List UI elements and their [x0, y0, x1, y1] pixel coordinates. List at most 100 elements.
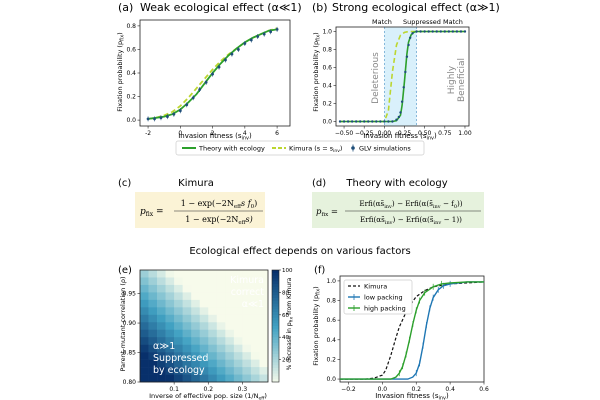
chart-e-cell: [157, 314, 166, 323]
chart-e-cell: [250, 322, 260, 331]
chart-b-suppressed: Suppressed: [403, 18, 441, 26]
legend-ab: Theory with ecology Kimura (s = sinv) GL…: [175, 140, 425, 156]
chart-e: 0.1 0.2 0.3 0.80 0.85 0.90 0.95 20 40 60 80 100: [123, 268, 293, 393]
chart-e-cell: [182, 299, 192, 308]
chart-e-cell: [216, 322, 226, 331]
chart-e-cell: [148, 270, 158, 278]
formula-c-numerator: 1 − exp(−2Neffs f0): [181, 199, 258, 210]
panel-a-letter: (a): [118, 1, 133, 14]
chart-e-cell: [165, 277, 175, 286]
chart-e-cell: [165, 270, 175, 278]
chart-e-cell: [140, 307, 149, 316]
chart-a-glv-point: [262, 32, 266, 36]
chart-e-cell: [208, 352, 218, 360]
chart-e-cell: [165, 344, 175, 353]
chart-e-cell: [259, 322, 269, 331]
colorbar-step: [272, 284, 279, 288]
colorbar-frame: [271, 269, 280, 383]
formula-d-denominator: Erfi(αs̃inv) − Erfi(α(s̃inv − 1)): [360, 215, 462, 226]
colorbar-step: [272, 295, 279, 299]
chart-b-glv-point: [397, 115, 401, 119]
chart-e-cell: [233, 284, 243, 293]
chart-e-cell: [157, 270, 166, 278]
colorbar-step: [272, 348, 279, 352]
chart-e-cell: [148, 329, 158, 338]
colorbar-step: [272, 309, 279, 313]
chart-a: -2 0 2 4 6 0.0 0.2 0.4 0.6 0.8: [126, 19, 291, 137]
chart-e-ytick-label: 0.95: [123, 291, 137, 298]
chart-e-cell: [165, 367, 175, 375]
chart-e-cell: [182, 359, 192, 368]
legend-f-low-swatch: [348, 294, 360, 300]
chart-e-ytick-label: 0.90: [123, 320, 137, 327]
chart-b-glv-point: [367, 120, 370, 123]
chart-e-cell: [233, 322, 243, 331]
chart-e-xtick-label: 0.2: [203, 386, 213, 393]
chart-e-cell: [140, 277, 149, 286]
chart-e-cell: [191, 299, 201, 308]
chart-e-cell: [148, 344, 158, 353]
chart-e-cell: [182, 374, 192, 383]
chart-e-cell: [259, 314, 269, 323]
legend-f-kimura-label: Kimura: [364, 283, 387, 291]
chart-b-ytick-label: 1.0: [322, 29, 332, 36]
chart-e-cell: [182, 292, 192, 301]
chart-a-glv-point: [185, 103, 189, 107]
chart-e-cell: [165, 359, 175, 368]
chart-e-cell: [174, 292, 183, 301]
chart-e-cell: [191, 277, 201, 286]
formula-d-box: [312, 192, 484, 228]
chart-b-glv-point: [463, 30, 467, 33]
chart-e-cell: [233, 270, 243, 278]
chart-a-glv-point: [217, 65, 221, 69]
chart-e-xtick-label: 0.1: [169, 386, 179, 393]
chart-e-cell: [174, 344, 183, 353]
chart-e-cell: [208, 359, 218, 368]
chart-e-cell: [225, 314, 235, 323]
chart-b-glv-point: [408, 36, 412, 39]
formula-d-numerator: Erfi(αs̃inv) − Erfi(α(s̃inv − f0)): [359, 199, 462, 210]
chart-e-cell: [165, 322, 175, 331]
colorbar-step: [272, 326, 279, 330]
chart-e-cell: [140, 299, 149, 308]
chart-e-cell: [140, 270, 149, 278]
chart-e-cell: [216, 374, 226, 383]
chart-e-cell: [216, 270, 226, 278]
colorbar-tick-label: 100: [282, 268, 293, 274]
chart-b-frame: [335, 26, 470, 127]
chart-e-cell: [174, 314, 183, 323]
chart-e-cell: [182, 284, 192, 293]
chart-e-cell: [148, 299, 158, 308]
chart-e-cell: [208, 299, 218, 308]
chart-b-glv-point: [375, 120, 378, 123]
colorbar-step: [272, 334, 279, 338]
chart-e-cell: [259, 299, 269, 308]
chart-e-cell: [216, 344, 226, 353]
chart-a-glv-point: [146, 117, 150, 121]
chart-e-cell: [174, 284, 183, 293]
chart-e-cell: [199, 322, 209, 331]
chart-e-cell: [182, 307, 192, 316]
chart-e-cell: [174, 367, 183, 375]
chart-e-cell: [242, 299, 252, 308]
chart-b-highly: Highly: [447, 65, 457, 94]
chart-e-cell: [191, 367, 201, 375]
chart-b: −0.50 −0.25 0.00 0.25 0.50 0.75 1.00 0.0 0.2 0.4 0…: [322, 26, 472, 137]
chart-a-xtick-label: -2: [145, 130, 151, 137]
colorbar-step: [272, 340, 279, 344]
chart-e-cell: [157, 284, 166, 293]
chart-b-glv-point: [447, 30, 451, 33]
chart-e-cell: [148, 374, 158, 383]
chart-e-cell: [191, 329, 201, 338]
chart-a-xtick-label: 4: [243, 130, 247, 137]
chart-e-cell: [199, 307, 209, 316]
chart-b-xtick-label: −0.25: [355, 130, 374, 137]
legend-theory-label: Theory with ecology: [198, 145, 265, 153]
chart-e-cell: [199, 359, 209, 368]
legend-glv-label: GLV simulations: [359, 145, 411, 153]
chart-e-cell: [191, 292, 201, 301]
chart-e-cell: [199, 284, 209, 293]
chart-e-cell: [199, 374, 209, 383]
chart-e-cell: [233, 359, 243, 368]
chart-f-xtick-label: 0.2: [411, 386, 421, 393]
